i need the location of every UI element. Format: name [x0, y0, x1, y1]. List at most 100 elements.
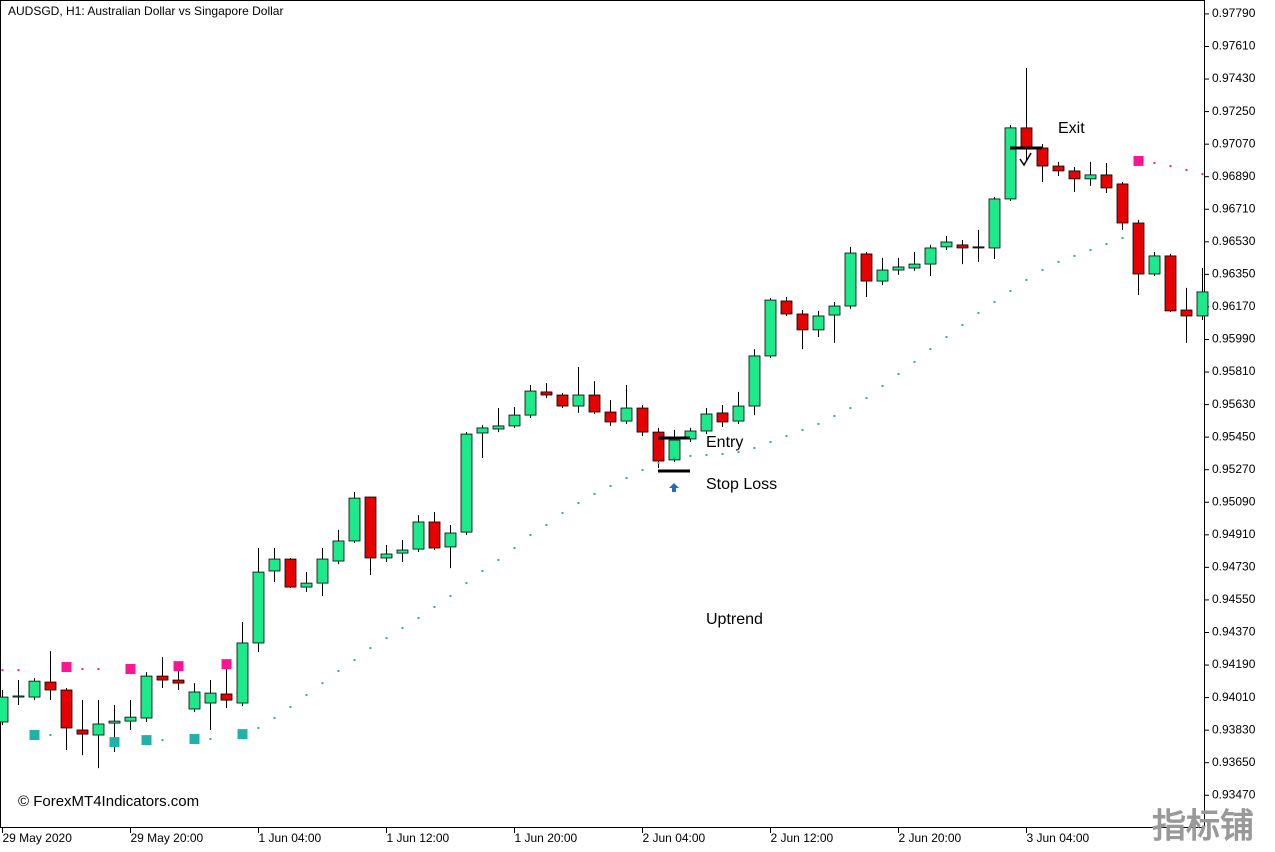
indicator-dot — [865, 397, 868, 400]
candle-body — [556, 394, 569, 407]
candle-body — [220, 693, 233, 701]
indicator-dot — [961, 324, 964, 327]
y-tick-label: 0.94370 — [1212, 625, 1256, 639]
indicator-dot — [561, 511, 564, 514]
candle-body — [860, 253, 873, 282]
candle-body — [0, 696, 9, 723]
candle-body — [236, 642, 249, 704]
y-tick-label: 0.97070 — [1212, 136, 1256, 150]
candle-body — [108, 720, 121, 724]
signal-square — [125, 664, 136, 675]
candle-body — [988, 198, 1001, 249]
indicator-dot — [1, 669, 4, 672]
candle-body — [12, 695, 25, 698]
indicator-dot — [1089, 248, 1092, 251]
indicator-dot — [625, 477, 628, 480]
indicator-dot — [433, 605, 436, 608]
indicator-dot — [881, 384, 884, 387]
y-tick-label: 0.94910 — [1212, 527, 1256, 541]
indicator-dot — [913, 360, 916, 363]
annotation: Uptrend — [706, 611, 763, 628]
candle-body — [732, 405, 745, 422]
indicator-dot — [465, 582, 468, 585]
candle-body — [460, 433, 473, 533]
indicator-dot — [209, 738, 212, 741]
annotation: Stop Loss — [706, 476, 777, 493]
x-tick-label: 1 Jun 12:00 — [387, 831, 450, 845]
watermark: 指标铺 — [1152, 807, 1254, 847]
y-tick-label: 0.93830 — [1212, 722, 1256, 736]
candle-body — [764, 299, 777, 357]
candle-body — [812, 315, 825, 331]
candle-body — [156, 675, 169, 681]
signal-square — [173, 661, 184, 672]
candle-body — [780, 300, 793, 315]
candle-body — [204, 692, 217, 704]
signal-square — [109, 737, 120, 748]
indicator-dot — [977, 311, 980, 314]
x-tick-label: 2 Jun 04:00 — [643, 831, 706, 845]
x-tick-label: 1 Jun 04:00 — [259, 831, 322, 845]
candle-body — [972, 246, 985, 249]
indicator-dot — [1153, 161, 1156, 164]
candle-body — [348, 497, 361, 542]
indicator-dot — [449, 594, 452, 597]
candle-body — [1164, 255, 1177, 312]
candle-body — [716, 412, 729, 423]
y-tick-label: 0.95990 — [1212, 332, 1256, 346]
signal-square — [29, 730, 40, 741]
x-tick-label: 3 Jun 04:00 — [1027, 831, 1090, 845]
candle-body — [1052, 165, 1065, 172]
x-tick-label: 2 Jun 20:00 — [899, 831, 962, 845]
indicator-dot — [641, 469, 644, 472]
indicator-dot — [353, 658, 356, 661]
candle-body — [828, 305, 841, 316]
candle-body — [540, 391, 553, 396]
indicator-dot — [369, 647, 372, 650]
indicator-dot — [1201, 172, 1204, 175]
indicator-dot — [273, 717, 276, 720]
copyright: © ForexMT4Indicators.com — [18, 793, 199, 810]
indicator-dot — [321, 682, 324, 685]
candle-body — [892, 266, 905, 271]
candle-body — [1148, 255, 1161, 275]
candle-body — [412, 521, 425, 550]
candle-body — [684, 430, 697, 440]
indicator-dot — [609, 484, 612, 487]
candle-body — [796, 313, 809, 331]
candle-body — [284, 558, 297, 588]
candle-body — [1036, 147, 1049, 167]
indicator-dot — [497, 558, 500, 561]
candle-body — [668, 439, 681, 461]
candle-body — [1020, 127, 1033, 149]
candle-body — [1180, 309, 1193, 317]
candle-body — [492, 425, 505, 430]
indicator-dot — [817, 422, 820, 425]
indicator-dot — [577, 501, 580, 504]
indicator-dot — [657, 462, 660, 465]
indicator-dot — [833, 414, 836, 417]
signal-square — [189, 734, 200, 745]
candle-body — [924, 247, 937, 265]
indicator-dot — [929, 348, 932, 351]
indicator-dot — [593, 492, 596, 495]
y-tick-label: 0.93650 — [1212, 755, 1256, 769]
indicator-dot — [673, 456, 676, 459]
candle-body — [1068, 170, 1081, 180]
y-tick-label: 0.96170 — [1212, 299, 1256, 313]
candle-body — [476, 427, 489, 434]
indicator-dot — [1041, 269, 1044, 272]
indicator-dot — [721, 452, 724, 455]
x-tick-label: 2 Jun 12:00 — [771, 831, 834, 845]
candle-body — [652, 431, 665, 462]
candle-body — [1132, 222, 1145, 275]
candle-body — [92, 723, 105, 736]
candle-body — [44, 681, 57, 691]
candle-body — [956, 244, 969, 249]
indicator-dot — [385, 637, 388, 640]
y-tick-label: 0.95810 — [1212, 364, 1256, 378]
y-tick-label: 0.97610 — [1212, 39, 1256, 53]
indicator-dot — [1169, 165, 1172, 168]
candle-body — [1100, 174, 1113, 189]
indicator-dot — [897, 373, 900, 376]
